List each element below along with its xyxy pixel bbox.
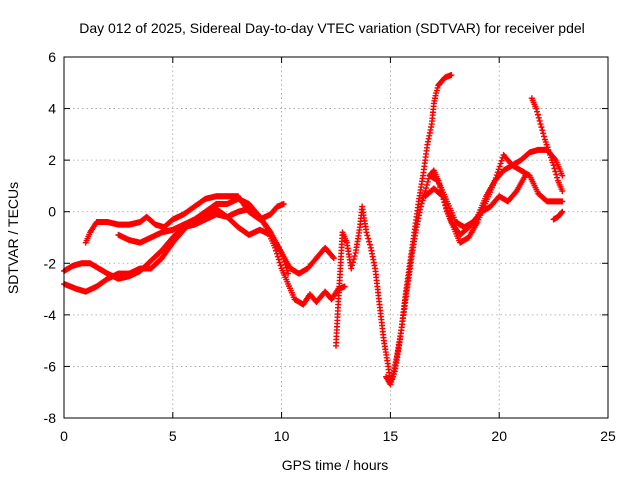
y-tick-label: 6 xyxy=(48,49,56,65)
series-9-point xyxy=(537,121,544,128)
y-tick-label: 2 xyxy=(48,152,56,168)
series-6-point xyxy=(418,200,425,207)
plot-frame xyxy=(63,56,609,419)
series-7-point xyxy=(497,160,504,167)
series-9-point xyxy=(554,174,561,181)
x-tick-label: 20 xyxy=(491,428,507,444)
y-tick-labels: -8 -6 -4 -2 0 2 4 6 xyxy=(44,49,57,426)
series-2-point xyxy=(277,262,284,269)
series-9-point xyxy=(539,127,546,134)
series-7-point xyxy=(493,172,500,179)
series-5-point xyxy=(351,253,358,260)
series-4-point xyxy=(284,267,291,274)
series-5-point xyxy=(448,72,455,79)
y-tick-label: -2 xyxy=(44,255,57,271)
y-tick-label: 4 xyxy=(48,101,56,117)
series-4-point xyxy=(278,249,285,256)
series-7-point xyxy=(498,157,505,164)
data-points xyxy=(61,72,566,388)
series-5-point xyxy=(349,259,356,266)
y-tick-label: -8 xyxy=(44,410,57,426)
x-axis-label: GPS time / hours xyxy=(282,457,389,473)
x-tick-label: 10 xyxy=(274,428,290,444)
series-5-point xyxy=(348,265,355,272)
x-tick-label: 15 xyxy=(383,428,399,444)
series-5-point xyxy=(366,241,373,248)
series-5-point xyxy=(366,238,373,245)
x-tick-label: 25 xyxy=(600,428,616,444)
series-9-point xyxy=(538,124,545,131)
series-6-point xyxy=(559,172,566,179)
series-3-point xyxy=(330,255,337,262)
series-5-point xyxy=(363,229,370,236)
series-9-point xyxy=(534,111,541,118)
series-7-point xyxy=(494,169,501,176)
series-9-point xyxy=(553,171,560,178)
series-4-point xyxy=(281,258,288,265)
axis-ticks xyxy=(63,56,609,419)
x-tick-label: 0 xyxy=(60,428,68,444)
series-4-point xyxy=(280,255,287,262)
y-tick-label: 0 xyxy=(48,204,56,220)
series-2-point xyxy=(276,259,283,266)
series-7-point xyxy=(495,166,502,173)
series-9-point xyxy=(552,168,559,175)
series-9-point xyxy=(540,130,547,137)
series-6-point xyxy=(551,155,558,162)
series-6-point xyxy=(419,197,426,204)
series-7-point xyxy=(492,174,499,181)
series-4-point xyxy=(285,270,292,277)
series-6-point xyxy=(423,184,430,191)
series-9-point xyxy=(533,105,540,112)
series-5-point xyxy=(365,235,372,242)
series-6-point xyxy=(424,178,431,185)
series-4-point xyxy=(283,264,290,271)
series-7-point xyxy=(491,177,498,184)
chart-title: Day 012 of 2025, Sidereal Day-to-day VTE… xyxy=(79,20,585,36)
series-2-point xyxy=(275,256,282,263)
series-10-point xyxy=(558,209,565,216)
series-4-point xyxy=(282,261,289,268)
series-7-point xyxy=(496,163,503,170)
series-4-point xyxy=(279,252,286,259)
series-6-point xyxy=(423,181,430,188)
y-tick-label: -4 xyxy=(44,307,57,323)
series-3-point xyxy=(329,253,336,260)
series-9-point xyxy=(541,133,548,140)
series-2-point xyxy=(341,283,348,290)
series-9-point xyxy=(551,165,558,172)
series-9-point xyxy=(559,188,566,195)
y-axis-label: SDTVAR / TECUs xyxy=(5,182,21,294)
series-9-point xyxy=(535,114,542,121)
series-9-point xyxy=(550,162,557,169)
series-7-point xyxy=(559,198,566,205)
series-5-point xyxy=(349,262,356,269)
series-5-point xyxy=(350,256,357,263)
series-2-point xyxy=(273,250,280,257)
series-2-point xyxy=(274,253,281,260)
series-1-point xyxy=(280,200,287,207)
series-9-point xyxy=(534,108,541,115)
series-8-point xyxy=(522,172,529,179)
x-tick-labels: 0 5 10 15 20 25 xyxy=(60,428,616,444)
series-7-point xyxy=(446,213,453,220)
series-10-point xyxy=(559,208,566,215)
series-9-point xyxy=(536,117,543,124)
series-6-point xyxy=(417,203,424,210)
series-5-point xyxy=(364,232,371,239)
y-tick-label: -6 xyxy=(44,358,57,374)
x-tick-label: 5 xyxy=(169,428,177,444)
